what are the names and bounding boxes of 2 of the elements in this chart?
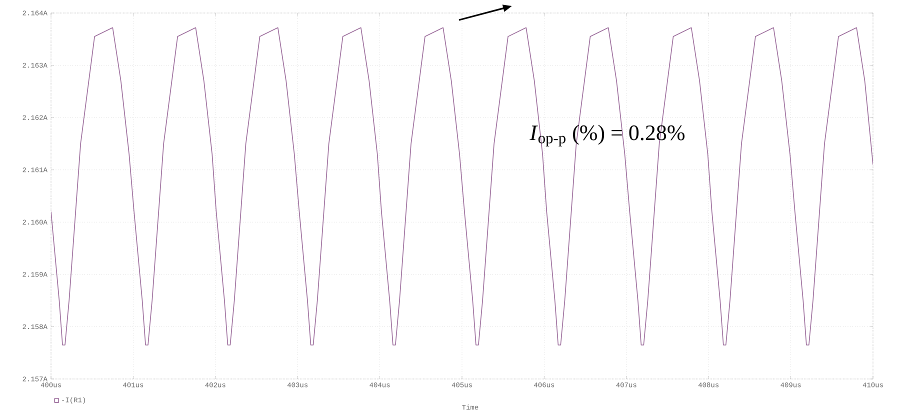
line-series [51,27,873,346]
annotation: I$_{op-p}$ (%) = 0.28% [530,124,685,146]
